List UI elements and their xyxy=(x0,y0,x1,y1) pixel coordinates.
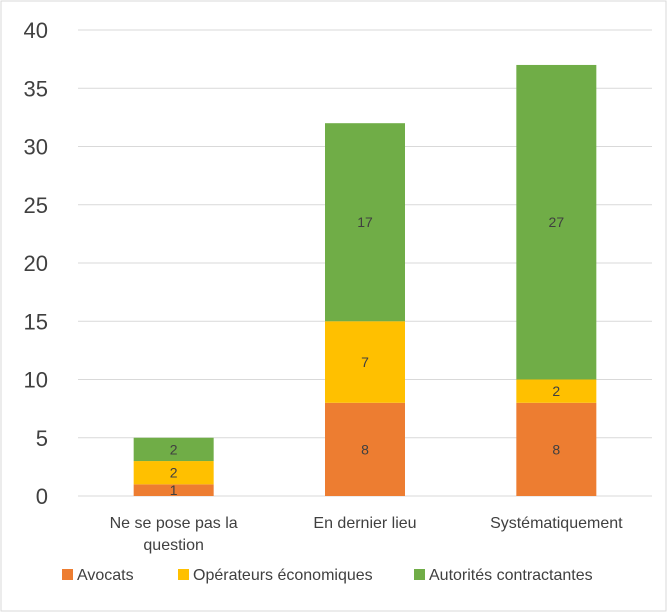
legend-label: Avocats xyxy=(77,567,134,584)
legend-label: Autorités contractantes xyxy=(429,567,593,584)
y-tick-label: 0 xyxy=(36,484,48,509)
y-tick-label: 10 xyxy=(24,368,48,393)
data-label: 17 xyxy=(357,214,373,230)
legend-swatch xyxy=(414,569,425,580)
bar-segment xyxy=(325,402,405,496)
y-tick-label: 30 xyxy=(24,135,48,160)
y-tick-label: 20 xyxy=(24,251,48,276)
y-tick-label: 25 xyxy=(24,193,48,218)
bar-segment xyxy=(516,402,597,496)
y-tick-label: 35 xyxy=(24,76,48,101)
x-axis-category-labels: Ne se pose pas la question En dernier lieu… xyxy=(110,515,624,554)
y-tick-label: 40 xyxy=(24,18,48,43)
data-label: 1 xyxy=(170,482,178,498)
data-label: 2 xyxy=(552,383,560,399)
bar-segment xyxy=(133,437,214,462)
bar-segment xyxy=(516,379,597,403)
bar-segment xyxy=(325,321,405,403)
data-label: 8 xyxy=(552,441,560,457)
legend-swatch xyxy=(62,569,73,580)
data-label: 7 xyxy=(361,354,369,370)
y-tick-label: 5 xyxy=(36,426,48,451)
legend-label: Opérateurs économiques xyxy=(193,567,373,584)
bar-segment xyxy=(516,64,597,380)
x-category-label: Systématiquement xyxy=(490,515,623,532)
data-label: 8 xyxy=(361,441,369,457)
legend-swatch xyxy=(178,569,189,580)
x-category-label: En dernier lieu xyxy=(313,515,416,532)
bar-segment xyxy=(133,461,214,485)
bars xyxy=(133,64,597,496)
y-tick-label: 15 xyxy=(24,309,48,334)
data-label: 2 xyxy=(170,441,178,457)
bar-segment xyxy=(325,123,405,322)
data-label: 2 xyxy=(170,465,178,481)
x-category-label: Ne se pose pas la xyxy=(110,515,238,532)
data-label: 27 xyxy=(549,214,565,230)
y-axis-tick-labels: 0 5 10 15 20 25 30 35 40 xyxy=(24,18,48,509)
x-category-label: question xyxy=(143,537,204,554)
legend: Avocats Opérateurs économiques Autorités c… xyxy=(62,567,593,584)
bar-segment xyxy=(133,484,214,496)
